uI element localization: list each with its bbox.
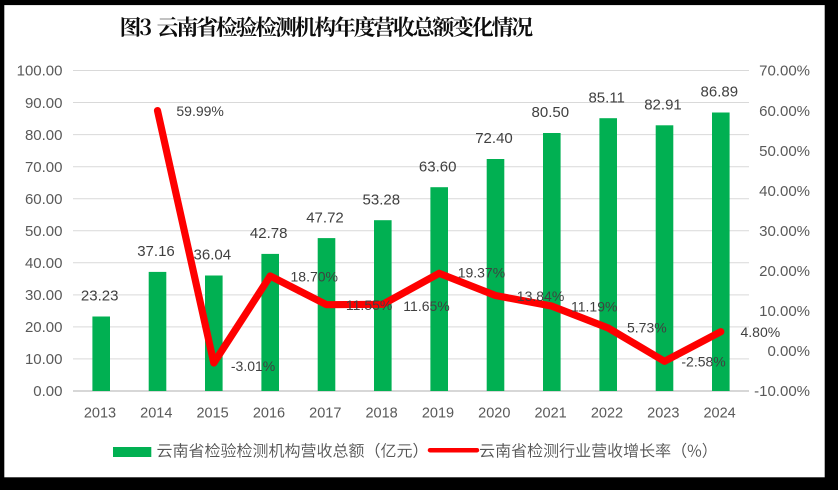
svg-text:85.11: 85.11: [588, 89, 624, 106]
svg-text:20.00: 20.00: [25, 319, 63, 336]
svg-text:2020: 2020: [478, 406, 510, 422]
svg-text:-3.01%: -3.01%: [231, 358, 275, 374]
svg-text:19.37%: 19.37%: [458, 265, 505, 281]
svg-text:47.72: 47.72: [306, 209, 344, 226]
svg-text:-2.58%: -2.58%: [681, 354, 725, 370]
svg-text:0.00%: 0.00%: [767, 343, 810, 360]
svg-text:50.00%: 50.00%: [759, 143, 810, 160]
svg-text:60.00%: 60.00%: [759, 103, 810, 120]
svg-text:90.00: 90.00: [25, 95, 63, 112]
svg-text:80.50: 80.50: [532, 104, 570, 121]
svg-text:80.00: 80.00: [25, 127, 63, 144]
svg-text:100.00: 100.00: [17, 63, 63, 80]
svg-text:11.19%: 11.19%: [571, 298, 617, 314]
svg-text:18.70%: 18.70%: [291, 268, 338, 284]
svg-text:37.16: 37.16: [137, 243, 175, 260]
svg-text:40.00%: 40.00%: [759, 183, 810, 200]
svg-text:86.89: 86.89: [701, 84, 739, 101]
svg-text:72.40: 72.40: [475, 130, 513, 147]
svg-text:10.00%: 10.00%: [759, 303, 810, 320]
svg-text:4.80%: 4.80%: [741, 324, 781, 340]
svg-text:2018: 2018: [365, 406, 397, 422]
svg-text:70.00%: 70.00%: [759, 63, 810, 80]
svg-text:-10.00%: -10.00%: [754, 383, 810, 400]
svg-text:53.28: 53.28: [363, 191, 401, 208]
svg-text:2022: 2022: [591, 406, 623, 422]
svg-text:10.00: 10.00: [25, 351, 63, 368]
svg-text:20.00%: 20.00%: [759, 263, 810, 280]
svg-text:2019: 2019: [422, 406, 454, 422]
svg-text:60.00: 60.00: [25, 191, 63, 208]
svg-text:23.23: 23.23: [81, 288, 119, 305]
svg-text:30.00%: 30.00%: [759, 223, 810, 240]
svg-text:2013: 2013: [84, 406, 116, 422]
svg-text:36.04: 36.04: [194, 247, 232, 264]
svg-text:30.00: 30.00: [25, 287, 63, 304]
svg-text:42.78: 42.78: [250, 225, 288, 242]
svg-text:2021: 2021: [534, 406, 566, 422]
svg-text:59.99%: 59.99%: [176, 103, 223, 119]
svg-text:40.00: 40.00: [25, 255, 63, 272]
svg-text:2016: 2016: [253, 406, 285, 422]
svg-text:2014: 2014: [140, 406, 172, 422]
svg-text:50.00: 50.00: [25, 223, 63, 240]
svg-text:13.84%: 13.84%: [517, 288, 564, 304]
svg-text:11.55%: 11.55%: [346, 297, 392, 313]
svg-text:5.73%: 5.73%: [627, 319, 667, 335]
svg-text:2024: 2024: [703, 406, 735, 422]
svg-text:2017: 2017: [309, 406, 341, 422]
svg-text:11.65%: 11.65%: [403, 298, 449, 314]
svg-text:63.60: 63.60: [419, 158, 457, 175]
svg-text:70.00: 70.00: [25, 159, 63, 176]
svg-text:2015: 2015: [196, 406, 228, 422]
svg-text:2023: 2023: [647, 406, 679, 422]
svg-text:82.91: 82.91: [644, 97, 682, 114]
svg-text:0.00: 0.00: [33, 383, 62, 400]
